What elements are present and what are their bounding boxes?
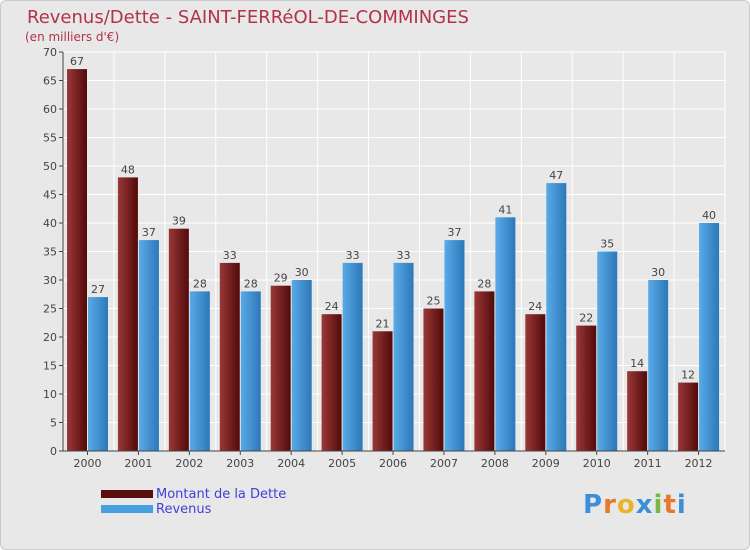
logo-letter: i	[653, 490, 664, 520]
bar-dette	[576, 325, 597, 451]
chart-title: Revenus/Dette - SAINT-FERRéOL-DE-COMMING…	[27, 7, 469, 28]
data-label-revenus: 37	[142, 226, 156, 239]
bar-revenus	[546, 183, 567, 451]
y-tick-label: 5	[50, 417, 57, 430]
x-tick-label: 2009	[532, 457, 560, 470]
data-label-dette: 12	[681, 369, 695, 382]
bars-layer: 67 27 48 37 39 28 33 28 29 30 24 33 21 33 25 37 28 41 24 47…	[67, 55, 720, 451]
data-label-dette: 48	[121, 163, 135, 176]
bar-dette	[219, 262, 240, 451]
bar-dette	[117, 177, 138, 451]
data-label-revenus: 37	[447, 226, 461, 239]
data-label-dette: 24	[325, 300, 339, 313]
y-tick-label: 10	[43, 388, 57, 401]
data-label-dette: 33	[223, 249, 237, 262]
bar-dette	[678, 382, 699, 451]
bar-dette	[423, 308, 444, 451]
x-tick-label: 2006	[379, 457, 407, 470]
logo-letter: t	[663, 490, 677, 520]
y-tick-label: 70	[43, 46, 57, 59]
data-label-dette: 14	[630, 357, 644, 370]
data-label-revenus: 40	[702, 209, 716, 222]
bar-dette	[67, 69, 87, 451]
bar-revenus	[648, 280, 669, 451]
bar-revenus	[597, 251, 618, 451]
data-label-revenus: 30	[295, 266, 309, 279]
data-label-revenus: 28	[193, 277, 207, 290]
data-label-dette: 24	[528, 300, 542, 313]
y-tick-label: 40	[43, 217, 57, 230]
logo-letter: o	[616, 490, 636, 520]
bar-dette	[321, 314, 342, 451]
x-tick-label: 2011	[634, 457, 662, 470]
x-tick-label: 2001	[124, 457, 152, 470]
axis-layer: 0 5 10 15 20 25 30 35 40 45 50 55 60 65 70 2000 2001 2002…	[43, 46, 725, 470]
data-label-revenus: 35	[600, 238, 614, 251]
x-tick-label: 2002	[175, 457, 203, 470]
y-tick-label: 0	[50, 445, 57, 458]
bar-revenus	[291, 280, 312, 451]
bar-revenus	[342, 262, 363, 451]
data-label-dette: 28	[477, 277, 491, 290]
y-tick-label: 30	[43, 274, 57, 287]
bar-dette	[270, 285, 291, 451]
x-tick-label: 2004	[277, 457, 305, 470]
bar-revenus	[495, 217, 516, 451]
data-label-revenus: 28	[244, 277, 258, 290]
bar-dette	[525, 314, 546, 451]
legend-label-revenus: Revenus	[156, 502, 212, 517]
bar-dette	[627, 371, 648, 451]
bar-dette	[168, 228, 189, 451]
logo-letter: x	[635, 490, 654, 520]
data-label-revenus: 30	[651, 266, 665, 279]
proxiti-logo: Proxiti	[583, 490, 687, 520]
x-tick-label: 2007	[430, 457, 458, 470]
x-tick-label: 2010	[583, 457, 611, 470]
data-label-dette: 29	[274, 272, 288, 285]
y-tick-label: 65	[43, 75, 57, 88]
y-tick-label: 45	[43, 189, 57, 202]
x-tick-label: 2008	[481, 457, 509, 470]
legend-swatch-revenus	[101, 505, 153, 513]
bar-revenus	[393, 262, 414, 451]
bar-revenus	[138, 240, 159, 451]
x-tick-label: 2005	[328, 457, 356, 470]
data-label-dette: 39	[172, 215, 186, 228]
legend-swatch-dette	[101, 490, 153, 498]
bar-revenus	[88, 297, 108, 451]
data-label-dette: 21	[376, 317, 390, 330]
y-tick-label: 15	[43, 360, 57, 373]
y-tick-label: 50	[43, 160, 57, 173]
chart-subtitle: (en milliers d'€)	[25, 30, 120, 44]
data-label-revenus: 47	[549, 169, 563, 182]
data-label-revenus: 33	[397, 249, 411, 262]
data-label-dette: 25	[426, 295, 440, 308]
logo-letter: i	[676, 490, 687, 520]
bar-revenus	[699, 223, 720, 451]
y-tick-label: 25	[43, 303, 57, 316]
y-tick-label: 60	[43, 103, 57, 116]
y-tick-label: 35	[43, 246, 57, 259]
data-label-revenus: 41	[498, 203, 512, 216]
data-label-revenus: 27	[91, 283, 105, 296]
y-tick-label: 55	[43, 132, 57, 145]
bar-revenus	[240, 291, 261, 451]
x-tick-label: 2003	[226, 457, 254, 470]
bar-revenus	[189, 291, 210, 451]
bar-dette	[474, 291, 495, 451]
data-label-dette: 22	[579, 312, 593, 325]
bar-dette	[372, 331, 393, 451]
data-label-revenus: 33	[346, 249, 360, 262]
y-tick-label: 20	[43, 331, 57, 344]
x-tick-label: 2000	[74, 457, 102, 470]
data-label-dette: 67	[70, 55, 84, 68]
logo-letter: r	[603, 490, 617, 520]
legend-label-dette: Montant de la Dette	[156, 487, 287, 502]
x-tick-label: 2012	[685, 457, 713, 470]
logo-letter: P	[583, 490, 604, 520]
bar-revenus	[444, 240, 465, 451]
